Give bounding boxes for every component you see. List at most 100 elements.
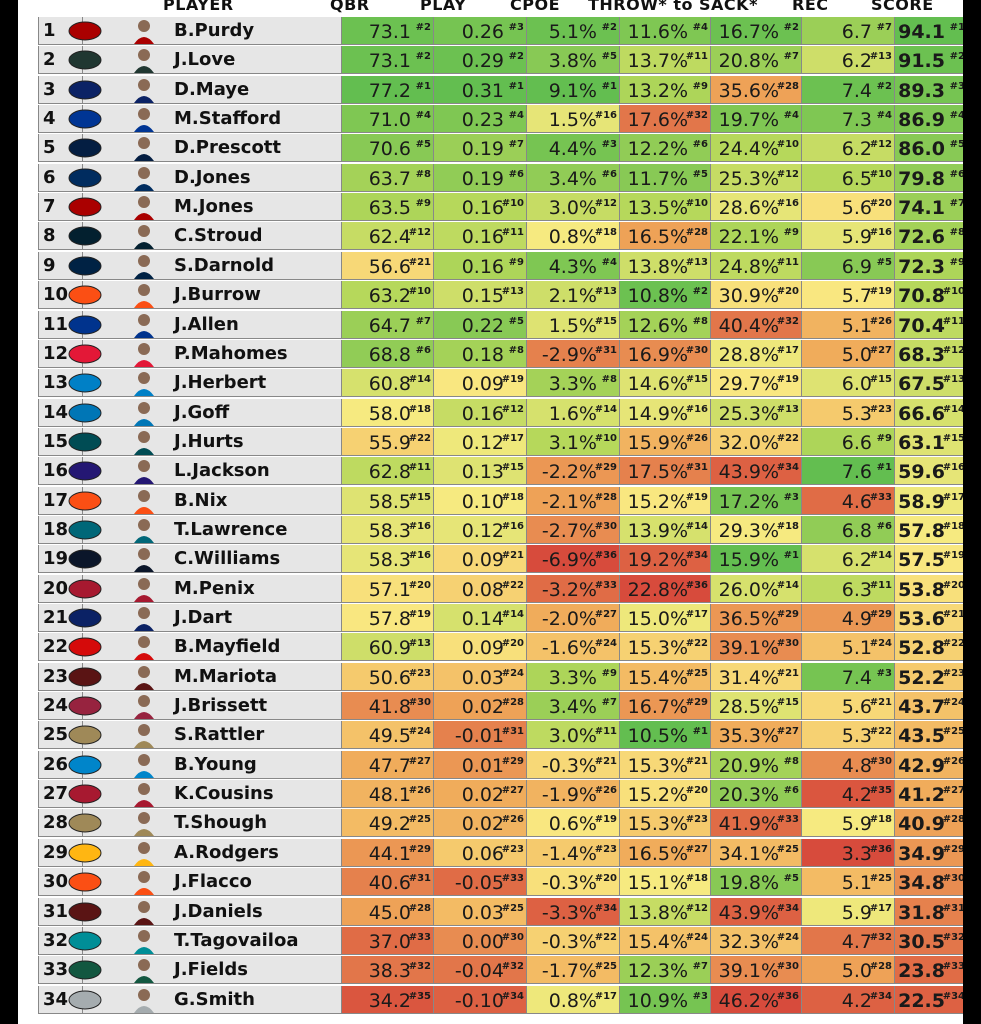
score-cell: 72.6 #8 xyxy=(895,222,963,251)
play-cell: -0.10 #34 xyxy=(434,985,527,1014)
cpoe-value: 3.0% xyxy=(548,725,597,748)
rec-cell: 6.0 #15 xyxy=(802,369,895,398)
score-value: 63.1 xyxy=(898,431,945,454)
cpoe-rank: #8 xyxy=(601,374,617,386)
sack-value: 43.9% xyxy=(718,901,779,924)
rec-value: 6.8 xyxy=(841,519,872,542)
sack-cell: 28.5% #15 xyxy=(711,692,802,721)
throw-cell: 12.3% #7 xyxy=(620,956,711,985)
sack-rank: #20 xyxy=(776,286,799,298)
cpoe-cell: -0.3% #21 xyxy=(527,750,620,779)
score-cell: 41.2 #27 xyxy=(895,780,963,809)
play-cell: 0.10 #18 xyxy=(434,486,527,515)
cpoe-rank: #31 xyxy=(594,344,617,356)
rec-rank: #23 xyxy=(869,403,892,415)
qbr-cell: 55.9 #22 xyxy=(342,427,434,456)
sack-cell: 46.2% #36 xyxy=(711,985,802,1014)
score-cell: 43.7 #24 xyxy=(895,692,963,721)
sack-value: 46.2% xyxy=(718,989,779,1012)
throw-cell: 13.9% #14 xyxy=(620,515,711,544)
player-avatar-icon xyxy=(133,810,155,837)
score-rank: #30 xyxy=(942,873,963,885)
play-value: 0.00 xyxy=(461,930,504,953)
rec-rank: #1 xyxy=(876,462,892,474)
score-rank: #28 xyxy=(942,814,963,826)
throw-rank: #3 xyxy=(692,990,708,1002)
rec-value: 4.2 xyxy=(841,989,872,1012)
throw-cell: 13.5% #10 xyxy=(620,193,711,222)
throw-value: 16.7% xyxy=(627,696,688,719)
play-value: -0.10 xyxy=(454,989,504,1012)
play-rank: #6 xyxy=(508,168,524,180)
throw-value: 17.5% xyxy=(627,461,688,484)
play-cell: -0.05 #33 xyxy=(434,868,527,897)
table-row: 34 G.Smith 34.2 #35 -0.10 #34 0.8% #17 10.9% #3 46… xyxy=(38,985,963,1015)
throw-cell: 11.7% #5 xyxy=(620,163,711,192)
team-logo-icon xyxy=(67,137,103,159)
play-cell: 0.06 #23 xyxy=(434,838,527,867)
score-value: 41.2 xyxy=(898,784,945,807)
rec-value: 3.3 xyxy=(841,842,872,865)
qbr-value: 63.5 xyxy=(368,197,411,220)
cpoe-cell: -0.3% #20 xyxy=(527,868,620,897)
cpoe-cell: -2.2% #29 xyxy=(527,457,620,486)
throw-rank: #18 xyxy=(685,873,708,885)
sack-cell: 19.8% #5 xyxy=(711,868,802,897)
play-cell: 0.31 #1 xyxy=(434,75,527,104)
player-name: M.Penix xyxy=(158,574,342,603)
qbr-rank: #15 xyxy=(408,491,431,503)
rank-cell: 17 xyxy=(38,486,83,515)
player-avatar-icon xyxy=(133,47,155,74)
cpoe-cell: 1.6% #14 xyxy=(527,398,620,427)
cpoe-rank: #18 xyxy=(594,227,617,239)
throw-value: 15.3% xyxy=(627,754,688,777)
throw-rank: #30 xyxy=(685,344,708,356)
play-rank: #9 xyxy=(508,256,524,268)
sack-value: 16.7% xyxy=(718,21,779,43)
qbr-rank: #13 xyxy=(408,638,431,650)
throw-rank: #12 xyxy=(685,902,708,914)
rec-value: 5.9 xyxy=(841,226,872,249)
header-qbr: QBR xyxy=(330,0,370,14)
throw-cell: 14.9% #16 xyxy=(620,398,711,427)
rec-value: 7.6 xyxy=(841,461,872,484)
rec-value: 4.2 xyxy=(841,784,872,807)
sack-value: 19.7% xyxy=(718,109,779,132)
play-rank: #13 xyxy=(501,286,524,298)
score-rank: #34 xyxy=(942,990,963,1002)
qbr-rank: #12 xyxy=(408,227,431,239)
player-name: M.Jones xyxy=(158,193,342,222)
score-cell: 94.1 #1 xyxy=(895,17,963,45)
score-value: 57.5 xyxy=(898,549,945,572)
score-cell: 86.9 #4 xyxy=(895,105,963,134)
score-rank: #25 xyxy=(942,726,963,738)
header-cpoe: CPOE xyxy=(510,0,560,14)
rec-cell: 6.2 #12 xyxy=(802,134,895,163)
table-row: 31 J.Daniels 45.0 #28 0.03 #25 -3.3% #34 13.8% #1… xyxy=(38,897,963,927)
qbr-rank: #11 xyxy=(408,462,431,474)
throw-rank: #27 xyxy=(685,843,708,855)
cpoe-value: 1.6% xyxy=(548,402,597,425)
score-rank: #26 xyxy=(942,755,963,767)
qbr-value: 68.8 xyxy=(368,343,411,366)
cpoe-cell: -1.4% #23 xyxy=(527,838,620,867)
rec-value: 4.8 xyxy=(841,754,872,777)
sack-value: 20.9% xyxy=(718,754,779,777)
cpoe-rank: #6 xyxy=(601,168,617,180)
cpoe-rank: #20 xyxy=(594,873,617,885)
team-logo-icon xyxy=(67,343,103,365)
play-value: 0.31 xyxy=(461,79,504,102)
sack-cell: 25.3% #13 xyxy=(711,398,802,427)
cpoe-value: -3.3% xyxy=(541,901,597,924)
play-rank: #31 xyxy=(501,726,524,738)
play-rank: #5 xyxy=(508,315,524,327)
rec-value: 5.9 xyxy=(841,901,872,924)
rec-cell: 5.1 #26 xyxy=(802,310,895,339)
cpoe-value: 0.8% xyxy=(548,226,597,249)
rec-rank: #10 xyxy=(869,168,892,180)
qbr-value: 57.1 xyxy=(368,578,411,601)
cpoe-cell: -1.7% #25 xyxy=(527,956,620,985)
rec-rank: #2 xyxy=(876,80,892,92)
cpoe-cell: -2.1% #28 xyxy=(527,486,620,515)
cpoe-value: 0.6% xyxy=(548,813,597,836)
